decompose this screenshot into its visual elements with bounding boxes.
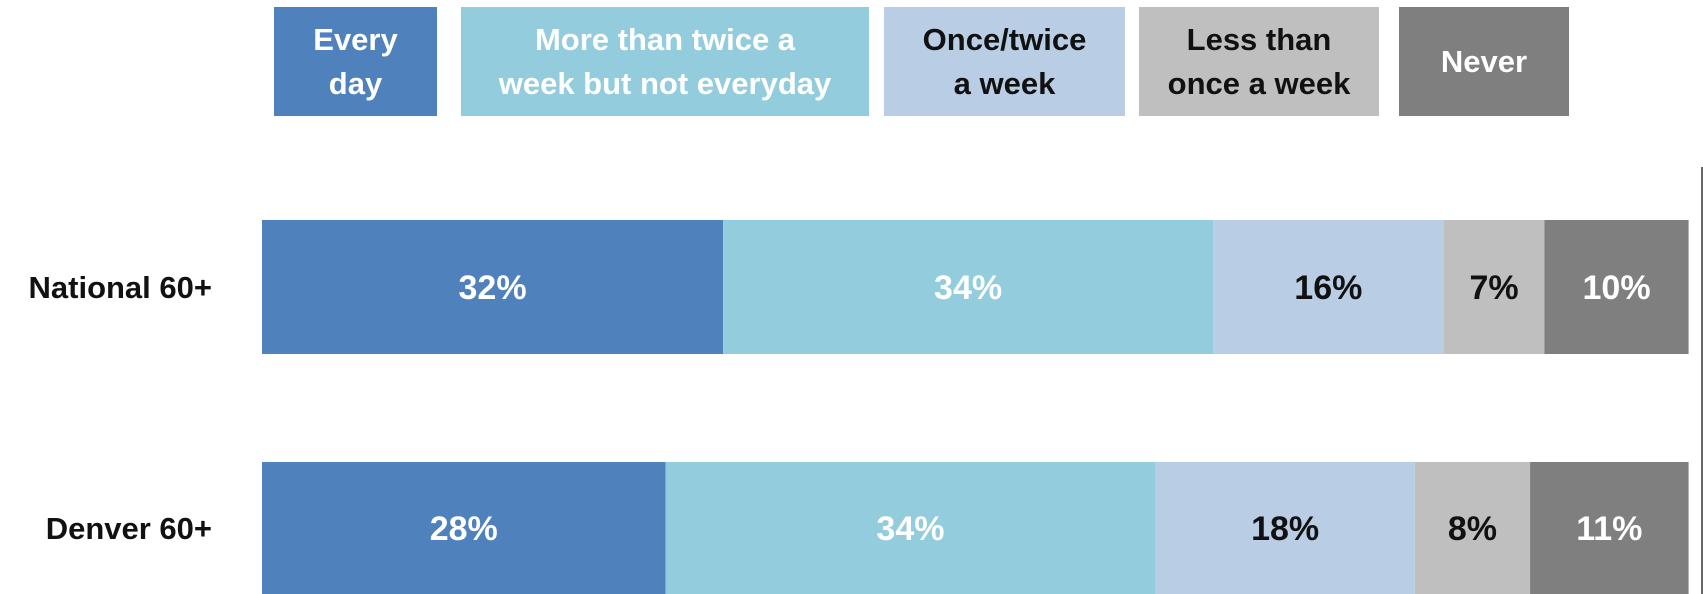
bar-segment bbox=[665, 462, 1156, 594]
data-label: 34% bbox=[934, 269, 1002, 307]
category-label: Denver 60+ bbox=[46, 511, 212, 546]
data-label: 18% bbox=[1251, 510, 1319, 548]
legend-label-line: Every bbox=[313, 21, 398, 57]
legend-label-line: Never bbox=[1440, 43, 1528, 79]
legend-item-2: More than twice a week but not everyday bbox=[461, 7, 869, 116]
legend-item-4: Less than once a week bbox=[1139, 7, 1379, 116]
bar-segment bbox=[262, 220, 724, 354]
data-label: 7% bbox=[1469, 269, 1518, 307]
bar-segment bbox=[723, 220, 1214, 354]
legend-label: Every day bbox=[313, 18, 397, 106]
legend-label-line: day bbox=[328, 65, 383, 101]
bar-segment bbox=[1414, 462, 1531, 594]
data-label: 32% bbox=[459, 269, 527, 307]
legend-item-1: Every day bbox=[274, 7, 437, 116]
data-label: 28% bbox=[430, 510, 498, 548]
legend-label-line: Less than bbox=[1186, 21, 1332, 57]
category-label: National 60+ bbox=[29, 270, 213, 305]
bar-segment bbox=[1544, 220, 1689, 354]
bar-segment bbox=[1443, 220, 1545, 354]
legend-label: Less than once a week bbox=[1168, 18, 1351, 106]
legend-label: More than twice a week but not everyday bbox=[499, 18, 832, 106]
legend-label-line: week but not everyday bbox=[498, 65, 832, 101]
chart-legend: Every day More than twice a week but not ev… bbox=[0, 0, 1703, 120]
data-label: 16% bbox=[1294, 269, 1362, 307]
legend-label: Never bbox=[1441, 40, 1527, 84]
bar-segment bbox=[1213, 220, 1444, 354]
legend-label: Once/twice a week bbox=[923, 18, 1087, 106]
legend-label-line: a week bbox=[953, 65, 1056, 101]
legend-label-line: More than twice a bbox=[534, 21, 796, 57]
bar-segment bbox=[1155, 462, 1415, 594]
bar-segment bbox=[262, 462, 666, 594]
legend-item-3: Once/twice a week bbox=[884, 7, 1125, 116]
legend-label-line: once a week bbox=[1167, 65, 1351, 101]
data-label: 34% bbox=[876, 510, 944, 548]
legend-item-5: Never bbox=[1399, 7, 1569, 116]
legend-label-line: Once/twice bbox=[922, 21, 1087, 57]
bar-segment bbox=[1530, 462, 1689, 594]
data-label: 8% bbox=[1448, 510, 1497, 548]
data-label: 10% bbox=[1583, 269, 1651, 307]
data-label: 11% bbox=[1576, 510, 1642, 548]
